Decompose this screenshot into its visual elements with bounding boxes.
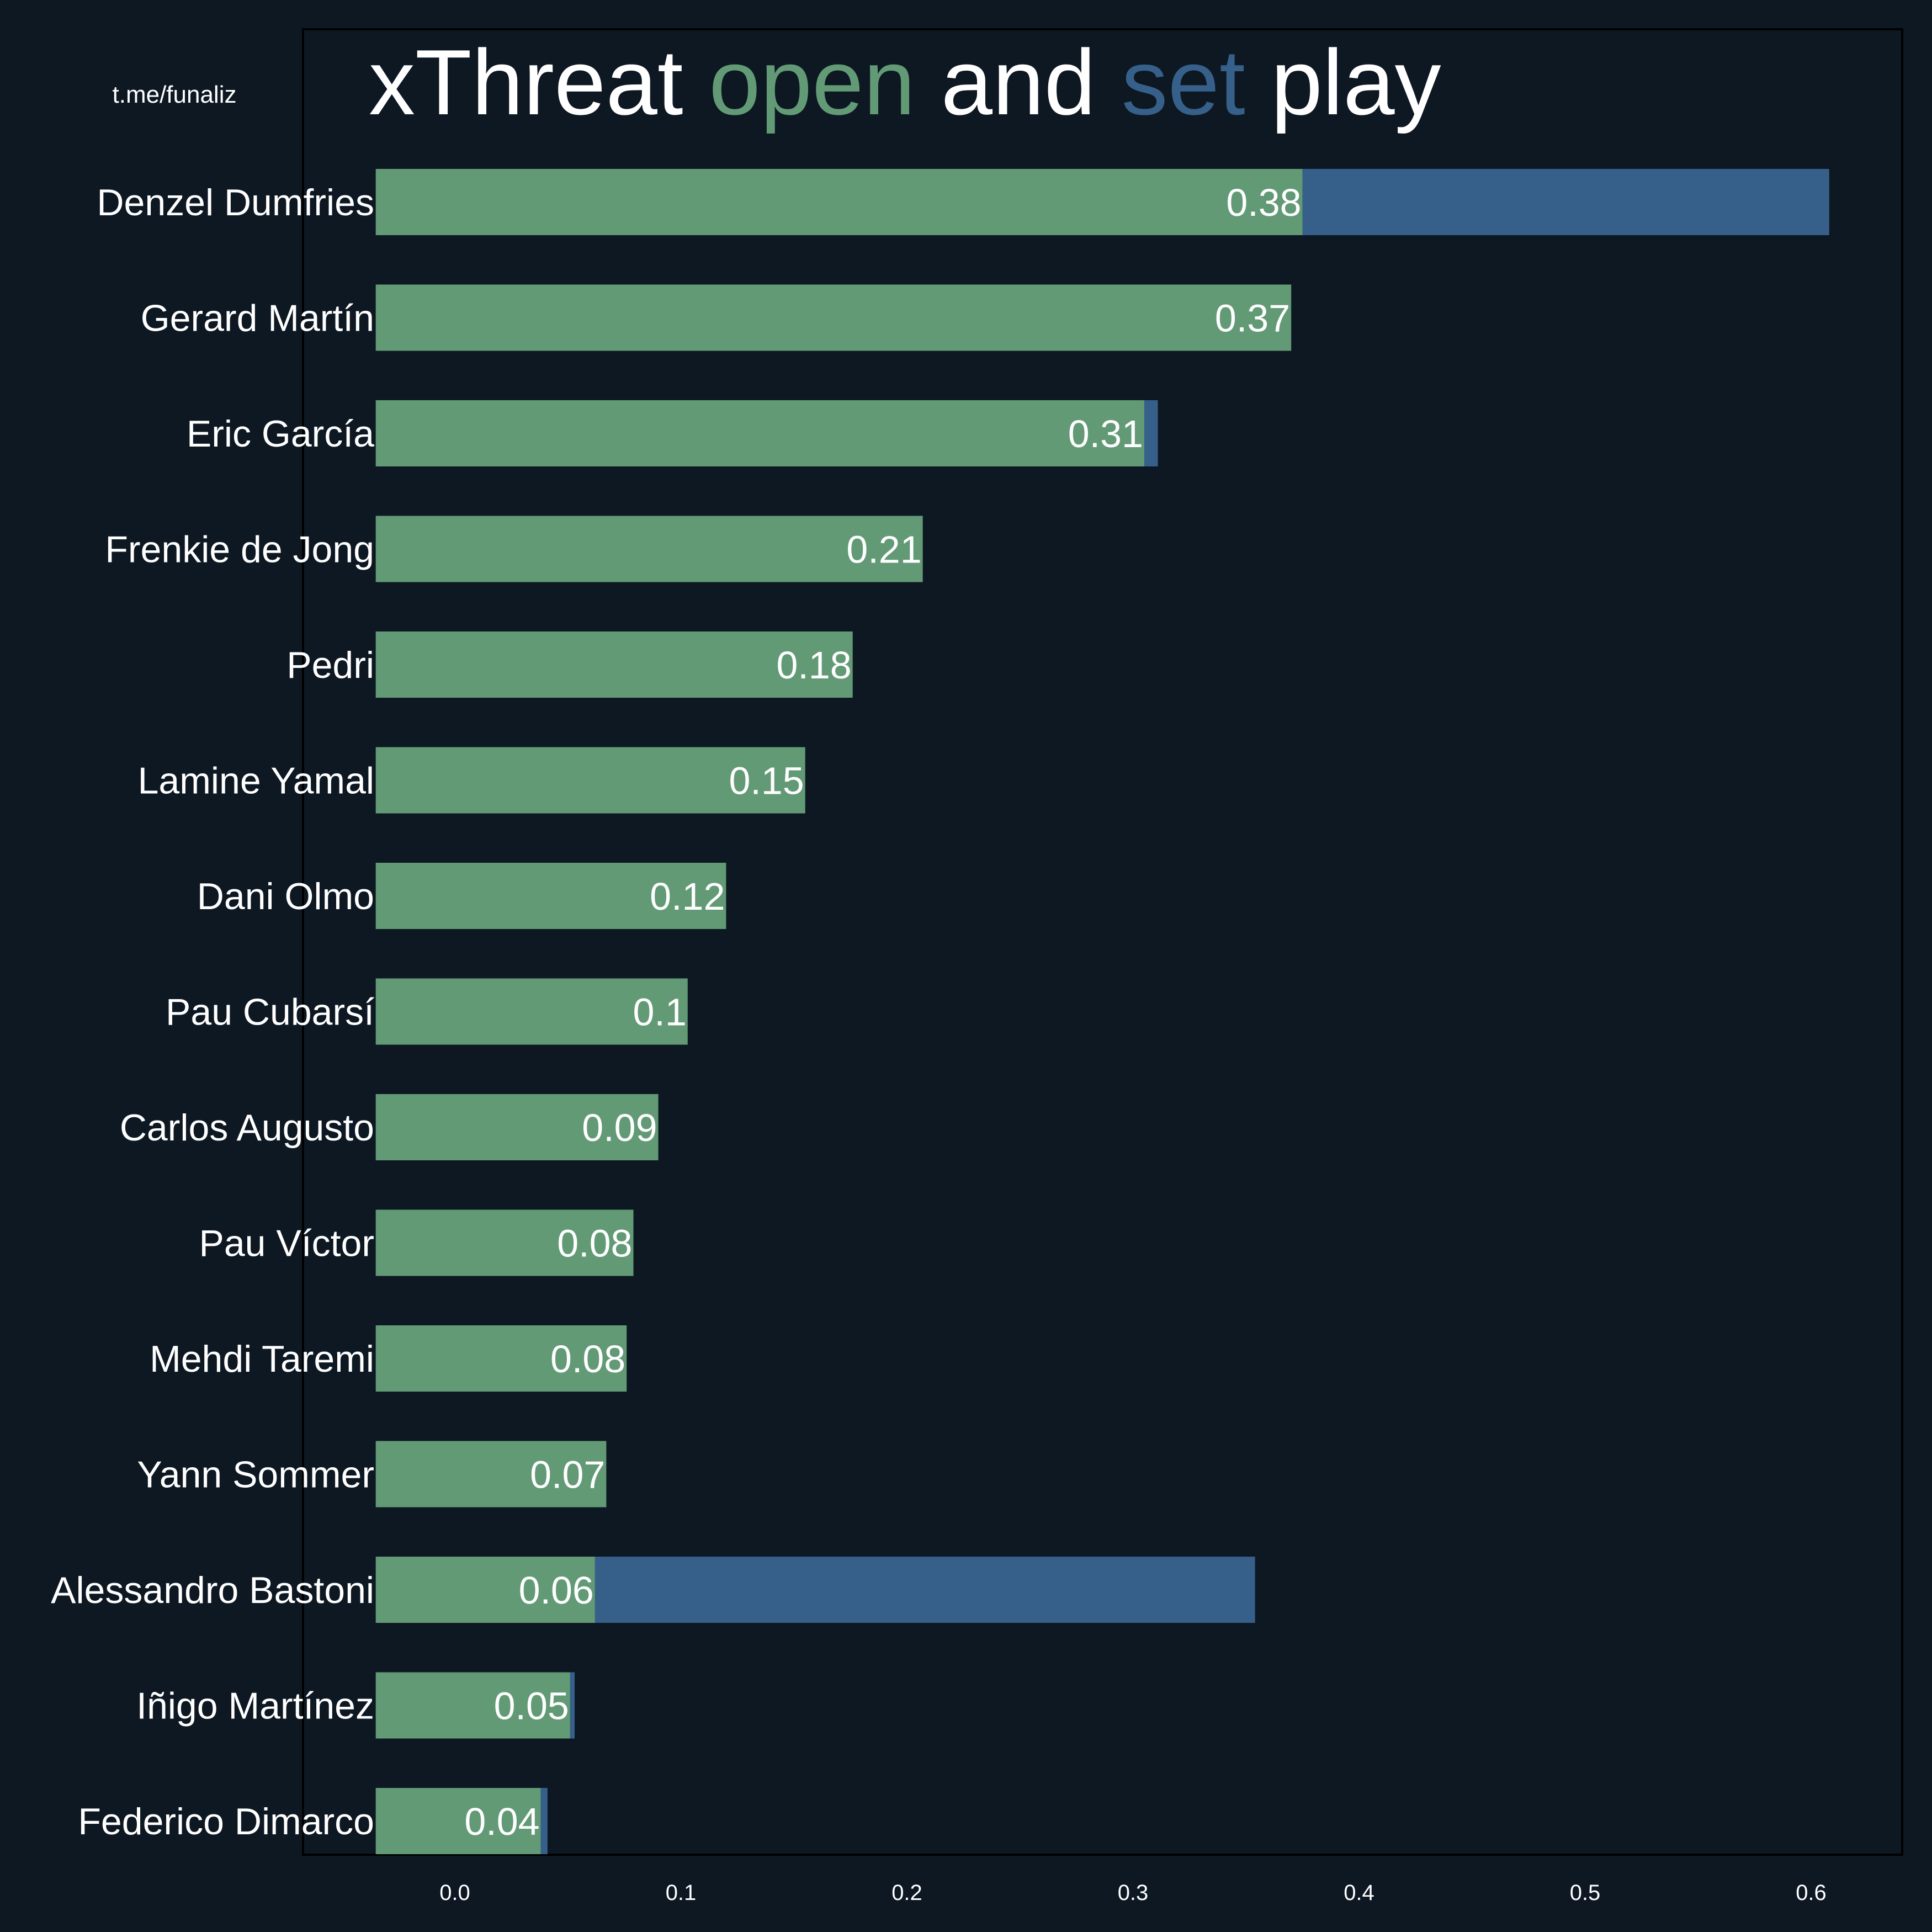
y-tick-label: Yann Sommer	[137, 1454, 374, 1496]
bar-set-play	[1144, 400, 1158, 466]
bar-value-label: 0.06	[519, 1569, 594, 1612]
y-tick-label: Pedri	[286, 644, 374, 686]
y-tick-label: Iñigo Martínez	[136, 1685, 374, 1727]
y-tick-label: Dani Olmo	[197, 875, 374, 917]
x-tick-label: 0.4	[1344, 1881, 1374, 1905]
bar-open-play	[375, 978, 688, 1045]
y-tick-label: Carlos Augusto	[120, 1107, 374, 1149]
bar-value-label: 0.37	[1215, 297, 1290, 340]
x-tick-label: 0.1	[666, 1881, 697, 1905]
bar-open-play	[375, 1672, 570, 1739]
y-tick-label: Frenkie de Jong	[105, 529, 374, 571]
title-part: set	[1122, 30, 1245, 134]
bar-set-play	[595, 1557, 1255, 1623]
chart-title: xThreat open and set play	[369, 30, 1441, 134]
x-tick-label: 0.3	[1118, 1881, 1149, 1905]
bar-value-label: 0.08	[550, 1337, 625, 1381]
y-tick-label: Mehdi Taremi	[150, 1338, 374, 1380]
bar-value-label: 0.18	[776, 644, 851, 687]
y-tick-label: Denzel Dumfries	[97, 182, 374, 224]
bar-open-play	[375, 1441, 607, 1508]
y-tick-labels: Denzel Dumfries Gerard Martín Eric García F…	[51, 182, 374, 1843]
x-tick-label: 0.2	[891, 1881, 922, 1905]
bar-value-label: 0.31	[1068, 412, 1143, 455]
bar-value-label: 0.05	[494, 1685, 569, 1728]
bars-layer	[375, 169, 1829, 1854]
bar-value-label: 0.07	[530, 1453, 605, 1496]
bar-open-play	[375, 1788, 541, 1854]
bar-value-label: 0.38	[1226, 181, 1301, 224]
bar-open-play	[375, 631, 853, 698]
bar-value-label: 0.04	[464, 1800, 539, 1843]
y-tick-label: Federico Dimarco	[78, 1801, 374, 1843]
y-tick-label: Lamine Yamal	[138, 760, 374, 802]
watermark: t.me/funaliz	[113, 81, 237, 108]
bar-open-play	[375, 863, 726, 929]
y-tick-label: Alessandro Bastoni	[51, 1569, 374, 1611]
bar-value-label: 0.1	[633, 991, 686, 1034]
bar-open-play	[375, 1209, 634, 1276]
bar-value-label: 0.09	[582, 1106, 657, 1149]
bar-value-label: 0.08	[557, 1222, 632, 1265]
value-labels: 0.38 0.37 0.31 0.21 0.18 0.15 0.12 0.1 0.09 0.08 0…	[464, 181, 1301, 1843]
x-tick-label: 0.5	[1570, 1881, 1601, 1905]
bar-open-play	[375, 284, 1292, 351]
y-tick-label: Pau Víctor	[199, 1223, 375, 1265]
x-tick-labels: 0.0 0.1 0.2 0.3 0.4 0.5 0.6	[439, 1881, 1827, 1905]
title-part: open	[709, 30, 915, 134]
bar-open-play	[375, 516, 923, 582]
x-tick-label: 0.0	[439, 1881, 470, 1905]
title-part: play	[1245, 30, 1441, 134]
bar-open-play	[375, 1094, 659, 1160]
bar-value-label: 0.15	[729, 760, 804, 803]
bar-open-play	[375, 169, 1303, 235]
title-part: xThreat	[369, 30, 709, 134]
y-tick-label: Eric García	[187, 413, 374, 455]
bar-open-play	[375, 400, 1144, 466]
bar-set-play	[540, 1788, 548, 1854]
bar-value-label: 0.21	[846, 528, 921, 571]
x-tick-label: 0.6	[1796, 1881, 1827, 1905]
bar-set-play	[570, 1672, 575, 1739]
bar-open-play	[375, 1557, 595, 1623]
bar-set-play	[1302, 169, 1829, 235]
y-tick-label: Pau Cubarsí	[166, 991, 374, 1033]
bar-open-play	[375, 747, 805, 814]
title-part: and	[915, 30, 1122, 134]
bar-open-play	[375, 1325, 627, 1392]
y-tick-label: Gerard Martín	[141, 298, 374, 339]
bar-value-label: 0.12	[650, 875, 725, 918]
plot-frame	[302, 28, 1903, 1856]
